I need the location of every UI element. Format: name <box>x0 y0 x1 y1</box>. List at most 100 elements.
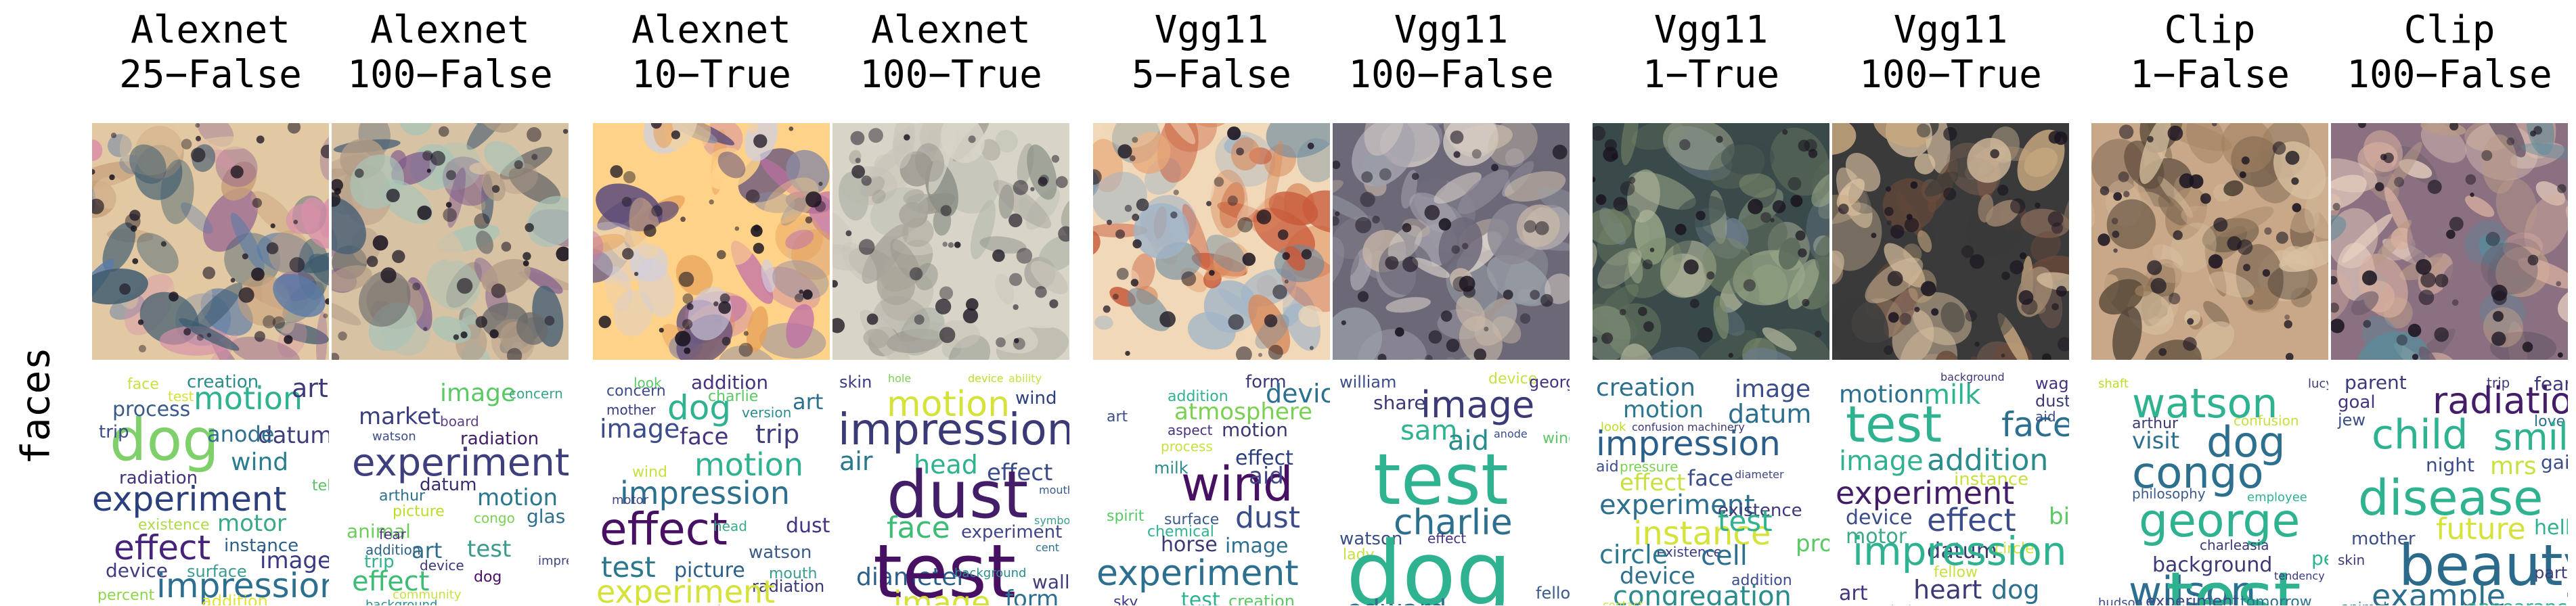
word-cloud-word: edward <box>1346 595 1446 605</box>
word-cloud-word: effect <box>1427 530 1466 546</box>
word-cloud-word: look <box>1601 420 1626 434</box>
word-cloud-word: addition <box>365 542 421 558</box>
word-cloud-word: wind <box>1542 430 1570 447</box>
word-cloud-word: charleasia <box>2200 537 2269 553</box>
word-cloud-word: impression <box>620 475 790 511</box>
word-cloud-word: datum <box>258 422 329 449</box>
word-cloud-word: love <box>2534 413 2565 430</box>
feature-visualization-image <box>832 123 1069 360</box>
word-cloud-word: parent <box>2345 371 2407 394</box>
word-cloud-word: effect <box>1927 502 2016 538</box>
panel-title: Alexnet 25−False <box>79 8 342 97</box>
word-cloud-word: hole <box>888 372 911 385</box>
word-cloud-word: animal <box>347 520 411 542</box>
word-cloud-word: motion <box>477 484 558 511</box>
word-cloud-word: mrs <box>2490 452 2537 480</box>
word-cloud-word: mother <box>606 402 657 418</box>
word-cloud-word: wilson <box>2129 568 2256 605</box>
word-cloud-word: addition <box>1731 572 1792 589</box>
word-cloud-word: aid <box>1448 425 1489 457</box>
panel-2: Alexnet 100−False image concern market board w… <box>332 0 569 606</box>
word-cloud-word: dust <box>786 514 830 538</box>
word-cloud-word: aid <box>1249 463 1284 490</box>
word-cloud-word: motion <box>694 446 803 483</box>
word-cloud-word: experiment <box>961 522 1062 542</box>
word-cloud-word: experiment <box>92 480 286 519</box>
panel-1: Alexnet 25−False dog motion art creation face t… <box>92 0 329 606</box>
word-cloud-word: experiment <box>1096 553 1299 594</box>
word-cloud-word: dust <box>1235 500 1300 535</box>
word-cloud-word: confusion <box>1632 421 1684 434</box>
word-cloud-word: aid <box>2035 409 2056 425</box>
word-cloud-word: picture <box>674 559 745 582</box>
word-cloud-word: instance <box>224 536 298 556</box>
word-cloud-word: skin <box>2338 552 2365 568</box>
word-cloud-word: radiation <box>752 577 824 596</box>
word-cloud-word: diameter <box>856 563 967 591</box>
word-cloud: skin hole device ability motion wind impressio… <box>832 362 1069 605</box>
word-cloud-word: skin <box>839 373 872 392</box>
word-cloud-word: aid <box>1596 459 1619 475</box>
word-cloud-word: dog <box>474 569 502 586</box>
word-cloud-word: creation <box>187 372 259 392</box>
word-cloud-word: process <box>1161 438 1213 454</box>
panel-title-setting: 10−True <box>631 53 791 97</box>
word-cloud-word: image <box>1839 446 1924 477</box>
word-cloud-word: child <box>2372 411 2468 459</box>
word-cloud-word: circle <box>1995 540 2035 557</box>
word-cloud-word: impression <box>838 405 1069 455</box>
panel-title: Vgg11 1−True <box>1579 8 1843 97</box>
panel-title-model: Vgg11 <box>1653 8 1769 52</box>
word-cloud-word: anode <box>1494 427 1528 440</box>
word-cloud-word: bird <box>2049 503 2069 530</box>
word-cloud-word: night <box>2426 454 2474 476</box>
word-cloud-word: charlie <box>708 388 758 405</box>
panel-title-model: Alexnet <box>631 8 791 52</box>
word-cloud-word: test <box>467 536 511 563</box>
word-cloud: image concern market board watson radiation ex… <box>332 362 569 605</box>
word-cloud-word: trip <box>2487 375 2510 391</box>
word-cloud-word: appearance <box>2466 596 2568 605</box>
panel-4: Alexnet 100−True skin hole device ability moti… <box>832 0 1069 606</box>
word-cloud-word: creation <box>1596 374 1695 402</box>
word-cloud-word: test <box>168 388 194 404</box>
word-cloud-word: motor <box>217 510 286 537</box>
word-cloud-word: tendency <box>2274 569 2325 582</box>
word-cloud-word: datum <box>420 475 476 495</box>
word-cloud-word: motion <box>194 380 303 417</box>
word-cloud-word: form <box>1245 372 1287 392</box>
word-cloud-word: creation <box>1228 592 1295 605</box>
word-cloud-word: percent <box>97 587 155 604</box>
feature-visualization-image <box>593 123 830 360</box>
word-cloud-word: wage <box>2035 374 2069 393</box>
word-cloud-word: share <box>1373 392 1426 414</box>
word-cloud-word: congregation <box>1613 581 1792 605</box>
word-cloud-word: george <box>1529 373 1570 392</box>
word-cloud-word: device <box>1266 379 1330 409</box>
word-cloud-word: face <box>2001 405 2069 444</box>
feature-visualization-image <box>1333 123 1570 360</box>
word-cloud-word: fear <box>2534 373 2568 395</box>
word-cloud-word: image <box>260 547 329 574</box>
word-cloud-word: hudson <box>2098 596 2143 605</box>
word-cloud-word: animal <box>2341 599 2387 605</box>
word-cloud-word: device <box>106 559 168 582</box>
word-cloud-word: glas <box>527 505 565 528</box>
panel-title: Vgg11 100−True <box>1819 8 2083 97</box>
word-cloud-word: milk <box>1154 459 1189 477</box>
word-cloud-word: impression <box>538 554 569 568</box>
panel-title: Alexnet 100−False <box>318 8 582 97</box>
word-cloud-word: tomorrow <box>2240 594 2312 605</box>
word-cloud-word: milk <box>1924 379 1981 411</box>
word-cloud-word: ability <box>1008 372 1042 385</box>
word-cloud-word: arthur <box>379 488 426 505</box>
feature-visualization-image <box>1093 123 1330 360</box>
row-label-text: faces <box>12 346 59 465</box>
word-cloud-word: board <box>440 413 479 429</box>
panel-title-model: Vgg11 <box>1154 8 1269 52</box>
word-cloud-word: surface <box>1164 511 1219 528</box>
